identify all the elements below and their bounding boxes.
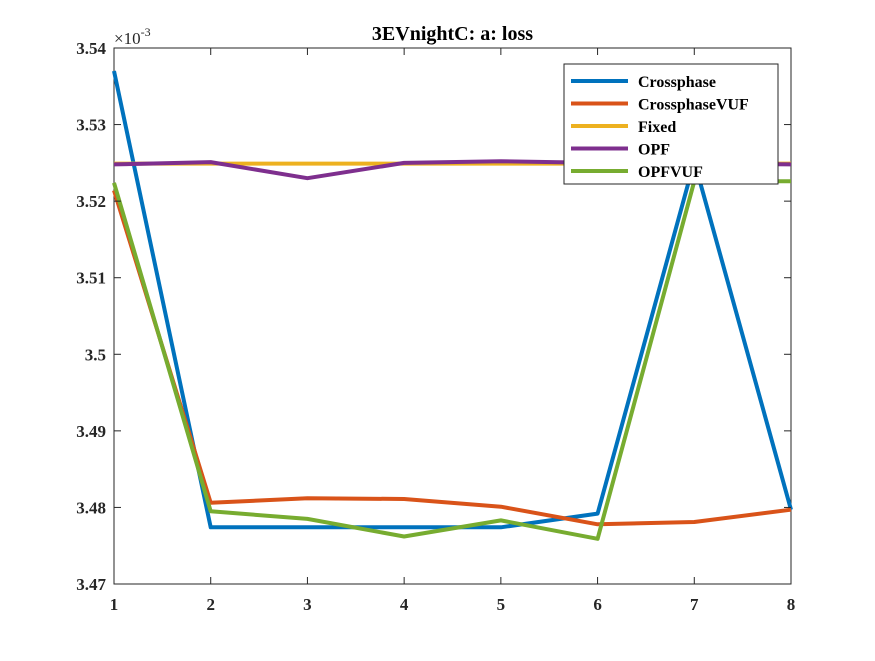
exponent-power: -3	[141, 25, 151, 39]
legend-label-opfvuf: OPFVUF	[638, 164, 703, 181]
x-tick-label: 3	[303, 595, 312, 614]
y-tick-label: 3.5	[85, 345, 106, 364]
x-tick-label: 5	[497, 595, 506, 614]
legend-label-opf: OPF	[638, 142, 670, 159]
x-tick-label: 1	[110, 595, 119, 614]
legend-label-crossphase: Crossphase	[638, 74, 716, 91]
x-tick-label: 6	[593, 595, 602, 614]
y-tick-label: 3.54	[76, 39, 106, 58]
y-tick-label: 3.48	[76, 498, 106, 517]
x-tick-label: 4	[400, 595, 409, 614]
exponent-base: ×10	[114, 29, 141, 48]
y-tick-label: 3.47	[76, 575, 106, 594]
x-tick-label: 7	[690, 595, 699, 614]
x-tick-label: 2	[206, 595, 215, 614]
y-tick-label: 3.53	[76, 116, 106, 135]
series-line-opfvuf	[112, 179, 791, 541]
legend: Crossphase CrossphaseVUF Fixed OPF OPFVUF	[563, 63, 779, 185]
x-tick-label: 8	[787, 595, 796, 614]
chart-title: 3EVnightC: a: loss	[372, 23, 533, 45]
series-lines	[112, 70, 793, 541]
y-tick-label: 3.49	[76, 422, 106, 441]
legend-label-fixed: Fixed	[638, 119, 676, 136]
y-axis-exponent-label: ×10-3	[114, 25, 151, 48]
series-line-crossphasevuf	[112, 189, 792, 527]
axis-ticks: 1 2 3 4 5 6 7 8 3.47 3.48 3.49 3.5 3.51 3.52 3.53 3.54	[76, 39, 795, 614]
legend-label-crossphasevuf: CrossphaseVUF	[638, 97, 749, 114]
y-tick-label: 3.52	[76, 192, 106, 211]
y-tick-label: 3.51	[76, 269, 106, 288]
